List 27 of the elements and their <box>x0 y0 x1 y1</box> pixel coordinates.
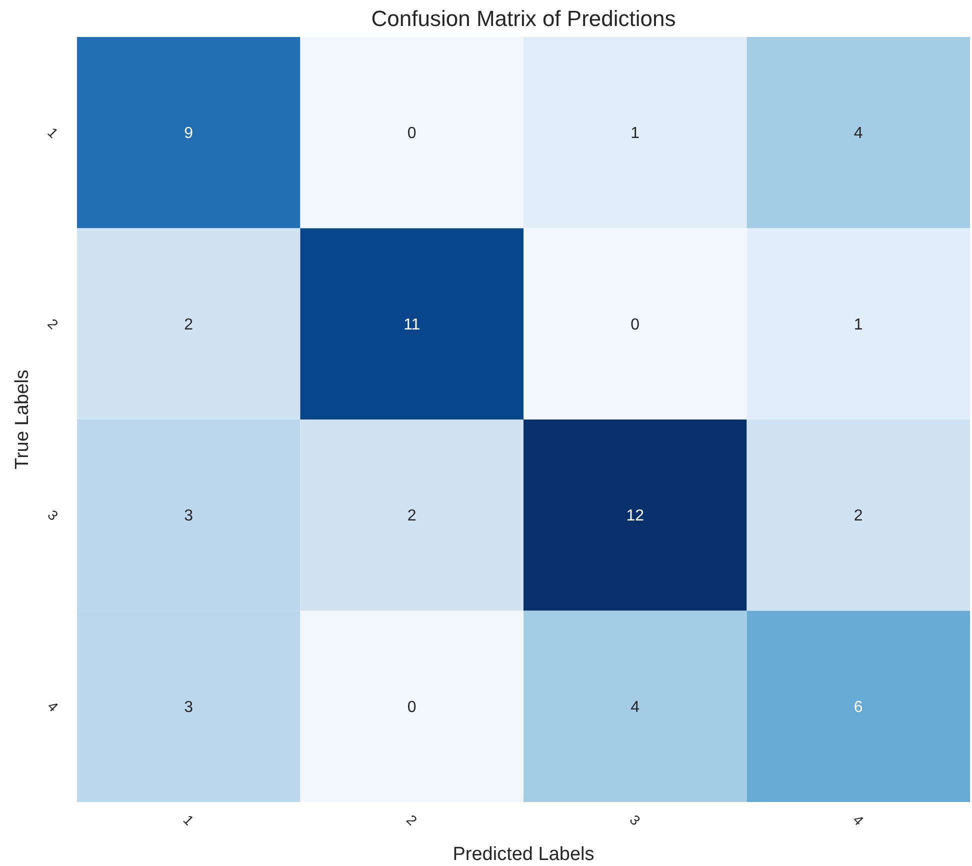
data-label: 0 <box>407 698 416 716</box>
y-tick-label: 1 <box>44 124 62 142</box>
data-label: 11 <box>404 316 420 334</box>
x-tick-label: 2 <box>404 812 421 828</box>
data-label: 12 <box>626 508 644 525</box>
y-tick-label: 4 <box>44 698 62 715</box>
data-label: 6 <box>854 698 863 716</box>
y-tick-label: 2 <box>44 315 62 332</box>
data-label: 0 <box>407 125 416 142</box>
data-label: 2 <box>854 508 863 525</box>
data-label: 1 <box>854 316 863 334</box>
y-tick-label: 3 <box>44 506 62 524</box>
data-label: 4 <box>630 698 640 716</box>
data-label: 0 <box>630 316 640 334</box>
data-label: 2 <box>407 508 416 525</box>
x-tick-label: 3 <box>626 812 644 828</box>
y-axis-title: True Labels <box>12 370 33 470</box>
data-label: 1 <box>630 125 640 142</box>
x-axis-title: Predicted Labels <box>452 844 594 865</box>
data-label: 3 <box>184 698 194 716</box>
data-label: 3 <box>184 508 194 525</box>
data-label: 2 <box>184 316 194 334</box>
x-tick-label: 1 <box>180 812 198 828</box>
chart-title: Confusion Matrix of Predictions <box>371 6 676 31</box>
data-label: 4 <box>854 125 863 142</box>
x-tick-label: 4 <box>850 812 868 828</box>
data-label: 9 <box>184 125 194 142</box>
